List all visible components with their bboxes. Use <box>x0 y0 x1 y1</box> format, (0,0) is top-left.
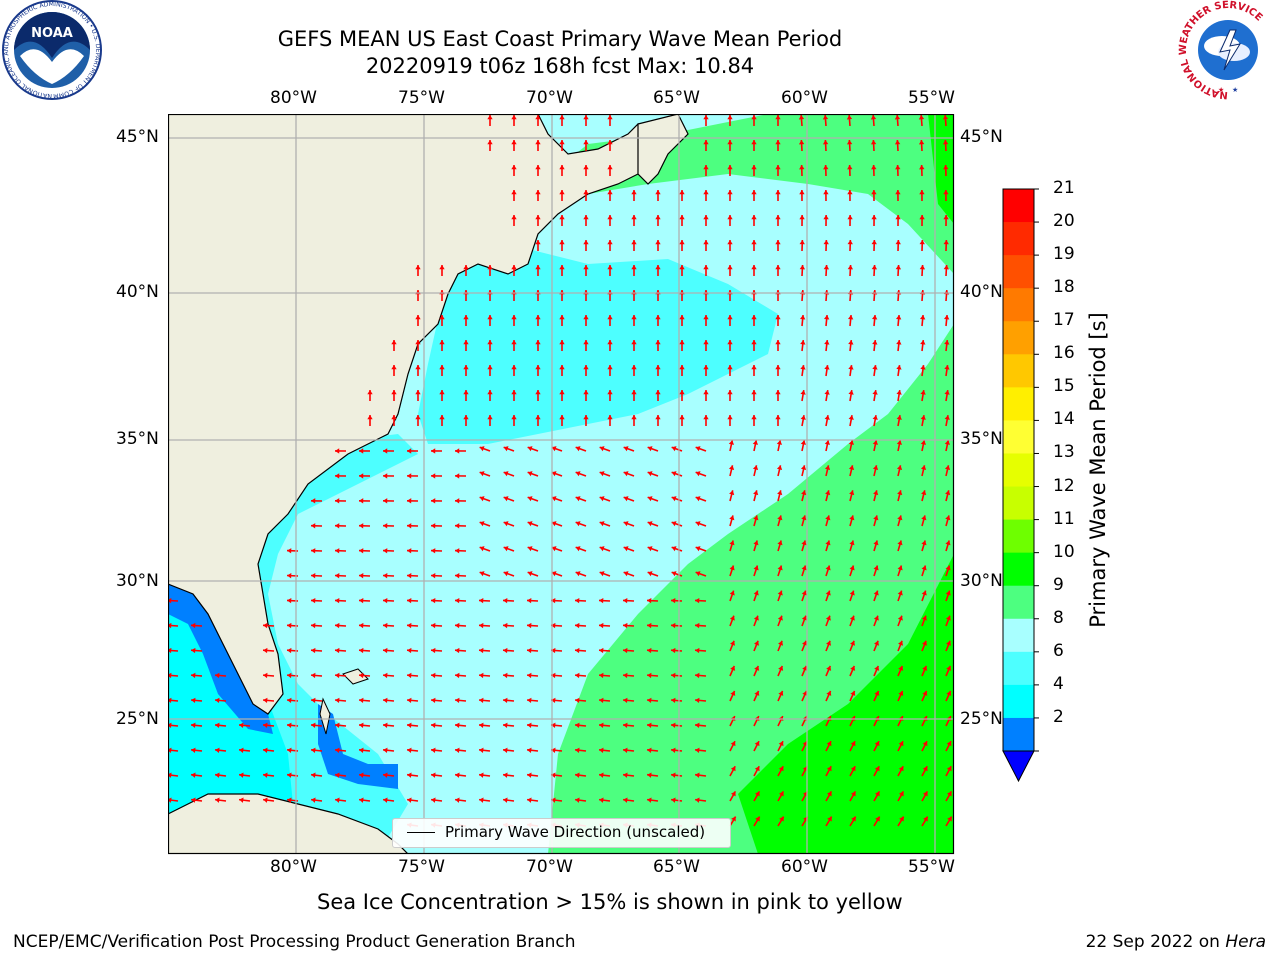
lon-label-bottom-80w: 80°W <box>270 857 317 877</box>
colorbar-swatch <box>1003 684 1034 719</box>
lat-label-right-40n: 40°N <box>960 282 1003 302</box>
legend-label: Primary Wave Direction (unscaled) <box>445 823 706 841</box>
footer-date-text: 22 Sep 2022 on <box>1085 932 1226 952</box>
colorbar-swatch <box>1003 453 1034 488</box>
colorbar-swatch <box>1003 387 1034 421</box>
lon-label-bottom-65w: 65°W <box>653 857 700 877</box>
lat-label-right-25n: 25°N <box>960 709 1003 729</box>
legend-line-sample <box>407 832 435 833</box>
noaa-text: NOAA <box>31 26 73 41</box>
colorbar-tick-label: 17 <box>1053 310 1075 331</box>
colorbar-swatch <box>1003 585 1034 620</box>
wave-direction-arrows <box>168 114 953 828</box>
land-cuba <box>168 793 409 854</box>
noaa-logo: NATIONAL OCEANIC AND ATMOSPHERIC ADMINIS… <box>0 0 102 100</box>
colorbar-tick-label: 2 <box>1053 706 1064 727</box>
colorbar-tick-label: 9 <box>1053 574 1064 595</box>
title-line-2: 20220919 t06z 168h fcst Max: 10.84 <box>365 54 755 78</box>
lat-label-right-45n: 45°N <box>960 127 1003 147</box>
colorbar-tick-label: 6 <box>1053 640 1064 661</box>
colorbar-label: Primary Wave Mean Period [s] <box>1086 312 1110 628</box>
colorbar-swatch <box>1003 651 1034 686</box>
footer-branch: NCEP/EMC/Verification Post Processing Pr… <box>13 932 576 952</box>
colorbar-tick-label: 8 <box>1053 607 1064 628</box>
svg-text:★: ★ <box>1232 86 1238 94</box>
colorbar-swatch <box>1003 354 1034 388</box>
colorbar-swatch <box>1003 420 1034 454</box>
colorbar-swatch <box>1003 321 1034 355</box>
nws-logo: NATIONAL WEATHER SERVICE ★ ★ <box>1178 0 1276 100</box>
colorbar-swatch <box>1003 552 1034 587</box>
colorbar-swatch <box>1003 717 1034 752</box>
lon-label-top-70w: 70°W <box>526 88 573 108</box>
footer-date: 22 Sep 2022 on Hera <box>1086 932 1266 952</box>
colorbar-swatch <box>1003 222 1034 256</box>
wave-period-map <box>168 114 955 855</box>
lat-label-left-35n: 35°N <box>116 429 159 449</box>
lon-label-bottom-70w: 70°W <box>526 857 573 877</box>
lat-label-left-25n: 25°N <box>116 709 159 729</box>
lat-label-left-40n: 40°N <box>116 282 159 302</box>
lat-label-left-30n: 30°N <box>116 571 159 591</box>
svg-text:★: ★ <box>1218 86 1224 94</box>
lon-label-bottom-75w: 75°W <box>398 857 445 877</box>
lat-label-right-35n: 35°N <box>960 429 1003 449</box>
colorbar-swatch <box>1003 255 1034 289</box>
colorbar-tick-label: 15 <box>1053 376 1075 397</box>
colorbar-tick-label: 10 <box>1053 541 1075 562</box>
colorbar-tick-label: 13 <box>1053 442 1075 463</box>
colorbar-tick-label: 11 <box>1053 508 1075 529</box>
lat-label-left-45n: 45°N <box>116 127 159 147</box>
colorbar-swatch <box>1003 519 1034 554</box>
lon-label-top-75w: 75°W <box>398 88 445 108</box>
colorbar-tick-label: 4 <box>1053 673 1064 694</box>
colorbar-swatch <box>1003 618 1034 653</box>
colorbar-tick-label: 20 <box>1053 211 1075 232</box>
colorbar-tick-label: 14 <box>1053 409 1075 430</box>
sea-ice-note: Sea Ice Concentration > 15% is shown in … <box>317 890 903 914</box>
colorbar-tick-label: 18 <box>1053 277 1075 298</box>
lon-label-top-65w: 65°W <box>653 88 700 108</box>
colorbar-swatch <box>1003 486 1034 521</box>
lon-label-bottom-60w: 60°W <box>781 857 828 877</box>
lon-label-bottom-55w: 55°W <box>908 857 955 877</box>
land-nova-scotia <box>637 114 689 185</box>
colorbar-tick-label: 12 <box>1053 475 1075 496</box>
footer-host: Hera <box>1225 932 1266 952</box>
colorbar-extend-arrow <box>1002 750 1035 783</box>
colorbar-swatch <box>1003 189 1034 223</box>
colorbar-tick-label: 19 <box>1053 244 1075 265</box>
colorbar-tick-label: 16 <box>1053 343 1075 364</box>
colorbar-swatch <box>1003 288 1034 322</box>
map-title: GEFS MEAN US East Coast Primary Wave Mea… <box>110 26 1010 80</box>
lon-label-top-60w: 60°W <box>781 88 828 108</box>
period-6-8-area <box>418 244 778 444</box>
period-10-11-area <box>738 554 954 854</box>
period-2-4-gulf <box>168 584 273 734</box>
period-2-4-bahamas <box>318 704 398 789</box>
title-line-1: GEFS MEAN US East Coast Primary Wave Mea… <box>277 27 843 51</box>
colorbar <box>1002 188 1039 783</box>
map-legend: Primary Wave Direction (unscaled) <box>392 818 731 848</box>
lat-label-right-30n: 30°N <box>960 571 1003 591</box>
lon-label-top-55w: 55°W <box>908 88 955 108</box>
colorbar-tick-label: 21 <box>1053 178 1075 198</box>
lon-label-top-80w: 80°W <box>270 88 317 108</box>
graticule <box>168 114 954 854</box>
